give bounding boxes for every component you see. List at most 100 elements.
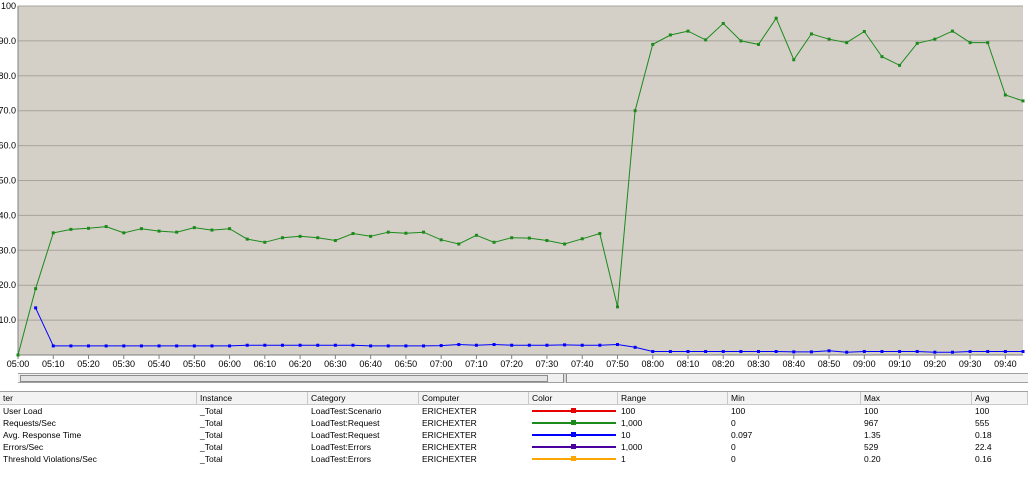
data-point	[280, 236, 284, 240]
y-tick-label: 20.0	[0, 280, 16, 290]
legend-row[interactable]: Threshold Violations/Sec _Total LoadTest:E…	[0, 453, 1028, 465]
header-counter[interactable]: ter	[0, 392, 197, 404]
data-point	[545, 239, 549, 243]
header-computer[interactable]: Computer	[419, 392, 529, 404]
x-tick-label: 08:50	[818, 359, 841, 369]
x-tick-label: 06:50	[395, 359, 418, 369]
data-point	[580, 343, 584, 347]
legend-min: 0	[731, 454, 736, 464]
data-point	[545, 343, 549, 347]
legend-range: 1,000	[621, 418, 643, 428]
legend-row[interactable]: User Load _Total LoadTest:Scenario ERICHEXT…	[0, 405, 1028, 417]
performance-graph[interactable]: 100 90.0 80.0 70.0 60.0 50.0 40.0 30.0 20.0 10.0 0…	[0, 0, 1028, 372]
header-range[interactable]: Range	[618, 392, 728, 404]
legend-range: 1	[621, 454, 626, 464]
data-point	[457, 242, 461, 246]
data-point	[845, 350, 849, 354]
data-point	[474, 233, 478, 237]
data-point	[157, 344, 161, 348]
data-point	[651, 350, 655, 354]
data-point	[69, 227, 73, 231]
data-point	[192, 226, 196, 230]
data-point	[563, 343, 567, 347]
legend-row[interactable]: Requests/Sec _Total LoadTest:Request ERICHE…	[0, 417, 1028, 429]
legend-category: LoadTest:Request	[311, 430, 380, 440]
header-instance[interactable]: Instance	[197, 392, 308, 404]
data-point	[175, 230, 179, 234]
data-point	[915, 350, 919, 354]
header-max[interactable]: Max	[861, 392, 972, 404]
legend-color-swatch	[529, 429, 618, 441]
header-category[interactable]: Category	[308, 392, 419, 404]
series-line[interactable]	[17, 17, 1024, 356]
legend-color-swatch	[529, 417, 618, 429]
data-point	[245, 343, 249, 347]
data-point	[492, 343, 496, 347]
data-point	[404, 344, 408, 348]
legend-max: 1.35	[864, 430, 881, 440]
data-point	[316, 236, 320, 240]
data-point	[968, 350, 972, 354]
legend-min: 0.097	[731, 430, 753, 440]
data-point	[827, 349, 831, 353]
data-point	[34, 287, 38, 291]
zoom-range-thumb[interactable]	[20, 375, 548, 382]
graph-zoom-scrollbar[interactable]	[18, 373, 1028, 383]
data-point	[263, 240, 267, 244]
data-point	[668, 350, 672, 354]
color-line-sample	[532, 441, 616, 453]
data-point	[598, 343, 602, 347]
legend-computer: ERICHEXTER	[422, 418, 477, 428]
header-avg[interactable]: Avg	[972, 392, 1028, 404]
data-point	[386, 344, 390, 348]
data-point	[210, 344, 214, 348]
y-tick-label: 80.0	[0, 71, 16, 81]
data-point	[950, 350, 954, 354]
x-tick-label: 08:20	[712, 359, 735, 369]
data-point	[950, 29, 954, 33]
legend-category: LoadTest:Request	[311, 418, 380, 428]
data-point	[192, 344, 196, 348]
x-tick-label: 06:20	[289, 359, 312, 369]
data-point	[34, 306, 38, 310]
color-line-sample	[532, 453, 616, 465]
x-tick-label: 08:40	[783, 359, 806, 369]
zoom-range-handle[interactable]	[563, 374, 567, 383]
data-point	[686, 350, 690, 354]
data-point	[827, 37, 831, 41]
x-tick-label: 07:40	[571, 359, 594, 369]
data-point	[422, 344, 426, 348]
data-point	[439, 344, 443, 348]
legend-category: LoadTest:Errors	[311, 454, 371, 464]
x-tick-label: 05:30	[113, 359, 136, 369]
data-point	[774, 350, 778, 354]
data-point	[474, 343, 478, 347]
x-tick-label: 09:40	[994, 359, 1017, 369]
legend-avg: 555	[975, 418, 990, 428]
data-point	[457, 343, 461, 347]
data-point	[986, 350, 990, 354]
legend-min: 0	[731, 418, 736, 428]
data-point	[104, 344, 108, 348]
data-point	[704, 38, 708, 42]
legend-body: User Load _Total LoadTest:Scenario ERICHEXT…	[0, 405, 1028, 465]
legend-category: LoadTest:Errors	[311, 442, 371, 452]
data-point	[1021, 99, 1025, 103]
data-point	[386, 230, 390, 234]
legend-counter-name: Errors/Sec	[3, 442, 44, 452]
legend-max: 529	[864, 442, 879, 452]
legend-computer: ERICHEXTER	[422, 442, 477, 452]
data-point	[333, 239, 337, 243]
x-tick-label: 05:10	[42, 359, 65, 369]
legend-row[interactable]: Avg. Response Time _Total LoadTest:Request…	[0, 429, 1028, 441]
x-tick-label: 08:00	[641, 359, 664, 369]
legend-row[interactable]: Errors/Sec _Total LoadTest:Errors ERICHEXTE…	[0, 441, 1028, 453]
x-tick-label: 05:40	[148, 359, 171, 369]
x-tick-label: 07:20	[500, 359, 523, 369]
data-point	[704, 350, 708, 354]
header-color[interactable]: Color	[529, 392, 618, 404]
data-point	[933, 37, 937, 41]
data-point	[245, 237, 249, 241]
data-point	[139, 344, 143, 348]
header-min[interactable]: Min	[728, 392, 861, 404]
